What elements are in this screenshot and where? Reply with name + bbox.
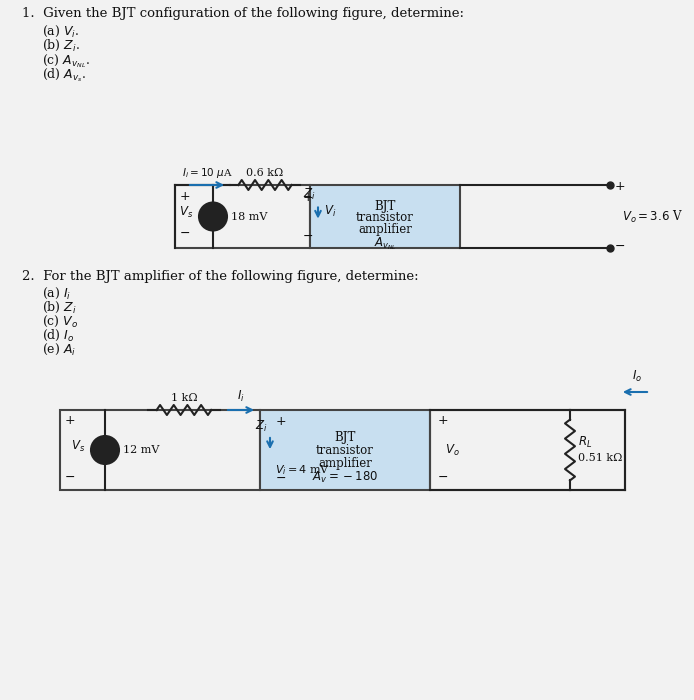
Text: +: + [65, 414, 76, 427]
Text: $R_L$: $R_L$ [578, 435, 592, 449]
Text: 12 mV: 12 mV [123, 445, 160, 455]
Text: (d) $I_o$: (d) $I_o$ [42, 328, 74, 343]
Bar [60, 410, 260, 490]
Text: −: − [615, 239, 625, 253]
Text: amplifier: amplifier [358, 223, 412, 236]
Text: $I_i$: $I_i$ [237, 389, 245, 404]
Text: 1.  Given the BJT configuration of the following figure, determine:: 1. Given the BJT configuration of the fo… [22, 7, 464, 20]
Text: $A_v = -180$: $A_v = -180$ [312, 470, 378, 484]
Text: $V_i = 4$ mV: $V_i = 4$ mV [275, 463, 330, 477]
Text: (a) $I_i$: (a) $I_i$ [42, 286, 71, 301]
Text: −: − [438, 471, 448, 484]
Text: BJT: BJT [335, 431, 356, 444]
Text: (c) $A_{v_{NL}}$.: (c) $A_{v_{NL}}$. [42, 52, 90, 69]
Circle shape [91, 436, 119, 464]
Text: −: − [276, 472, 287, 485]
Bar [310, 185, 460, 248]
Text: amplifier: amplifier [318, 456, 372, 470]
Text: 0.51 kΩ: 0.51 kΩ [578, 453, 623, 463]
Text: BJT: BJT [374, 200, 396, 213]
Text: $V_s$: $V_s$ [71, 438, 85, 454]
Text: $Z_i$: $Z_i$ [255, 419, 268, 434]
Text: 2.  For the BJT amplifier of the following figure, determine:: 2. For the BJT amplifier of the followin… [22, 270, 418, 283]
Text: $V_s$: $V_s$ [179, 205, 193, 220]
Text: transistor: transistor [356, 211, 414, 224]
Text: $V_o$: $V_o$ [445, 442, 459, 458]
Text: transistor: transistor [316, 444, 374, 456]
Text: +: + [615, 181, 625, 193]
Text: +: + [180, 190, 191, 203]
Text: $A_{v_{NL}}$: $A_{v_{NL}}$ [373, 235, 396, 252]
Circle shape [199, 202, 227, 230]
Text: $Z_i$: $Z_i$ [303, 188, 316, 202]
Text: +: + [276, 415, 287, 428]
Text: (e) $A_i$: (e) $A_i$ [42, 342, 76, 357]
Text: (c) $V_o$: (c) $V_o$ [42, 314, 78, 329]
Text: $V_o = 3.6\ $V: $V_o = 3.6\ $V [622, 209, 683, 225]
Text: (a) $V_i$.: (a) $V_i$. [42, 24, 79, 39]
Text: 18 mV: 18 mV [231, 211, 267, 221]
Text: $V_i$: $V_i$ [324, 204, 337, 219]
Text: −: − [65, 471, 76, 484]
Text: 1 kΩ: 1 kΩ [171, 393, 197, 403]
Bar [430, 410, 625, 490]
Text: +: + [438, 414, 448, 427]
Text: −: − [303, 230, 313, 243]
Text: −: − [180, 227, 190, 240]
Bar [175, 185, 310, 248]
Bar [260, 410, 430, 490]
Text: (b) $Z_i$.: (b) $Z_i$. [42, 38, 80, 53]
Text: +: + [303, 191, 313, 204]
Text: 0.6 kΩ: 0.6 kΩ [246, 168, 284, 178]
Text: $I_o$: $I_o$ [632, 369, 642, 384]
Text: (d) $A_{v_s}$.: (d) $A_{v_s}$. [42, 66, 86, 83]
Text: (b) $Z_i$: (b) $Z_i$ [42, 300, 76, 315]
Text: $I_i = 10\ \mu$A: $I_i = 10\ \mu$A [182, 166, 232, 180]
